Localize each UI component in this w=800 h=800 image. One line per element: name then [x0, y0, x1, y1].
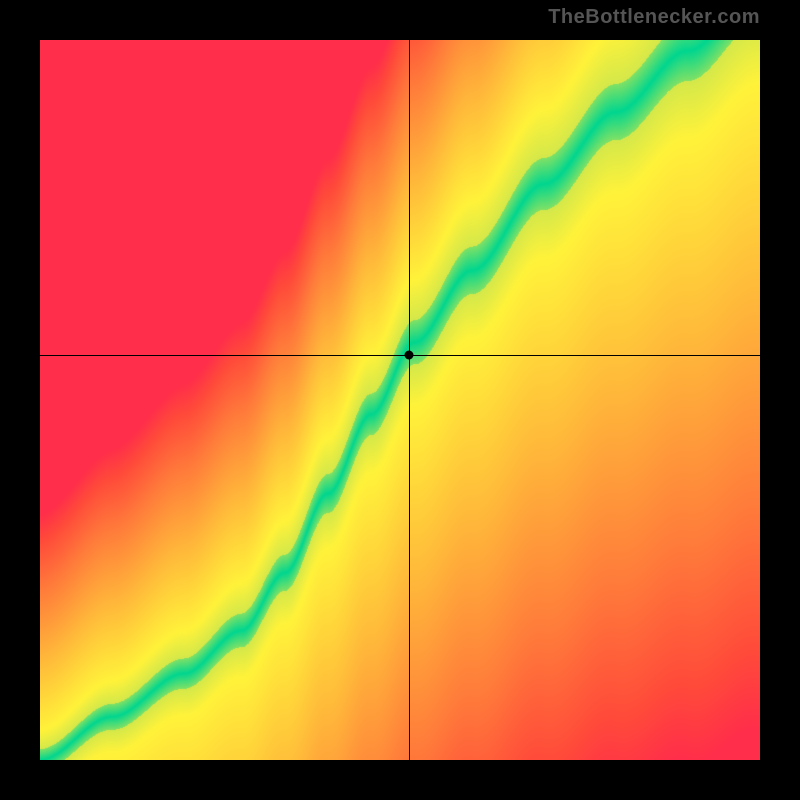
heatmap-canvas	[40, 40, 760, 760]
crosshair-horizontal	[40, 355, 760, 356]
crosshair-marker	[405, 350, 414, 359]
heatmap-plot-area	[40, 40, 760, 760]
watermark-text: TheBottlenecker.com	[548, 6, 760, 29]
chart-container: TheBottlenecker.com	[0, 0, 800, 800]
crosshair-vertical	[409, 40, 410, 760]
